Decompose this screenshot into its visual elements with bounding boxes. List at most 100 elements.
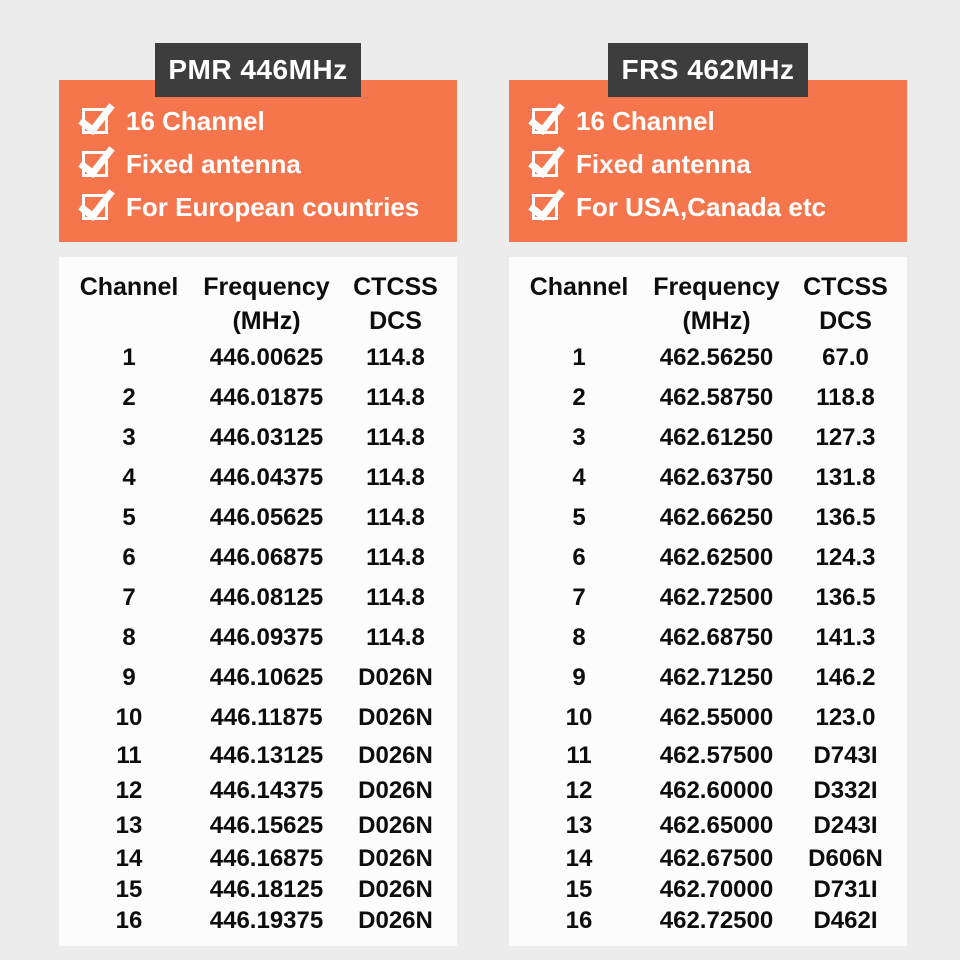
cell-channel: 11 bbox=[566, 741, 592, 769]
feature-label: Fixed antenna bbox=[126, 149, 301, 179]
cell-ctcss-dcs: 141.3 bbox=[815, 624, 876, 651]
table-row: 5 446.05625 114.8 bbox=[59, 498, 457, 538]
cell-channel: 6 bbox=[122, 544, 136, 571]
header-spacer bbox=[509, 304, 649, 338]
frs-badge-wrap: FRS 462MHz bbox=[509, 43, 907, 97]
cell-ctcss-dcs: 118.8 bbox=[816, 384, 875, 411]
table-row: 4 446.04375 114.8 bbox=[59, 458, 457, 498]
table-row: 13 462.65000 D243I bbox=[509, 808, 907, 843]
pmr-badge-wrap: PMR 446MHz bbox=[59, 43, 457, 97]
table-row: 6 446.06875 114.8 bbox=[59, 538, 457, 578]
table-row: 2 462.58750 118.8 bbox=[509, 378, 907, 418]
pmr-feature-list: 16 Channel Fixed antenna For European co… bbox=[59, 80, 457, 242]
table-row: 16 446.19375 D026N bbox=[59, 905, 457, 936]
table-row: 15 462.70000 D731I bbox=[509, 874, 907, 905]
cell-channel: 15 bbox=[565, 875, 593, 903]
checked-checkbox-icon bbox=[532, 108, 558, 134]
table-row: 11 462.57500 D743I bbox=[509, 738, 907, 773]
cell-channel: 12 bbox=[115, 776, 143, 804]
table-row: 4 462.63750 131.8 bbox=[509, 458, 907, 498]
cell-ctcss-dcs: 136.5 bbox=[815, 584, 876, 611]
cell-frequency: 462.67500 bbox=[659, 844, 774, 872]
table-row: 9 446.10625 D026N bbox=[59, 658, 457, 698]
feature-item: 16 Channel bbox=[532, 106, 893, 136]
table-row: 6 462.62500 124.3 bbox=[509, 538, 907, 578]
cell-ctcss-dcs: 127.3 bbox=[815, 424, 876, 451]
frs-feature-list: 16 Channel Fixed antenna For USA,Canada … bbox=[509, 80, 907, 242]
cell-channel: 13 bbox=[565, 811, 593, 839]
checked-checkbox-icon bbox=[532, 194, 558, 220]
cell-channel: 5 bbox=[122, 504, 136, 531]
cell-ctcss-dcs: D026N bbox=[358, 875, 433, 903]
cell-ctcss-dcs: D026N bbox=[358, 776, 433, 804]
cell-frequency: 446.09375 bbox=[209, 624, 324, 651]
table-row: 5 462.66250 136.5 bbox=[509, 498, 907, 538]
cell-frequency: 446.01875 bbox=[209, 384, 324, 411]
header-frequency-unit: (MHz) bbox=[682, 307, 751, 335]
cell-frequency: 462.58750 bbox=[659, 384, 774, 411]
cell-ctcss-dcs: 131.8 bbox=[815, 464, 876, 491]
checked-checkbox-icon bbox=[82, 194, 108, 220]
cell-ctcss-dcs: D332I bbox=[813, 776, 878, 804]
cell-channel: 14 bbox=[565, 844, 593, 872]
cell-ctcss-dcs: 146.2 bbox=[815, 664, 876, 691]
cell-ctcss-dcs: 114.8 bbox=[366, 344, 425, 371]
cell-channel: 8 bbox=[122, 624, 136, 651]
cell-frequency: 462.68750 bbox=[659, 624, 774, 651]
cell-channel: 14 bbox=[115, 844, 143, 872]
cell-frequency: 462.57500 bbox=[659, 741, 774, 769]
cell-ctcss-dcs: D243I bbox=[813, 811, 878, 839]
feature-label: 16 Channel bbox=[126, 106, 265, 136]
checked-checkbox-icon bbox=[82, 108, 108, 134]
cell-frequency: 446.11875 bbox=[210, 704, 323, 731]
cell-channel: 9 bbox=[122, 664, 136, 691]
checked-checkbox-icon bbox=[532, 151, 558, 177]
cell-frequency: 446.13125 bbox=[209, 741, 324, 769]
cell-ctcss-dcs: 114.8 bbox=[366, 464, 425, 491]
cell-ctcss-dcs: 114.8 bbox=[366, 624, 425, 651]
cell-frequency: 462.60000 bbox=[659, 776, 774, 804]
cell-channel: 9 bbox=[572, 664, 586, 691]
cell-channel: 7 bbox=[572, 584, 586, 611]
header-spacer bbox=[59, 304, 199, 338]
table-row: 1 446.00625 114.8 bbox=[59, 338, 457, 378]
cell-frequency: 462.66250 bbox=[659, 504, 774, 531]
cell-frequency: 446.05625 bbox=[209, 504, 324, 531]
cell-channel: 3 bbox=[122, 424, 136, 451]
cell-frequency: 462.56250 bbox=[659, 344, 774, 371]
header-channel: Channel bbox=[79, 273, 179, 301]
table-row: 3 446.03125 114.8 bbox=[59, 418, 457, 458]
cell-channel: 5 bbox=[572, 504, 586, 531]
table-row: 8 446.09375 114.8 bbox=[59, 618, 457, 658]
feature-item: For USA,Canada etc bbox=[532, 192, 893, 222]
table-row: 9 462.71250 146.2 bbox=[509, 658, 907, 698]
cell-channel: 15 bbox=[115, 875, 143, 903]
table-row: 7 462.72500 136.5 bbox=[509, 578, 907, 618]
cell-channel: 10 bbox=[565, 704, 593, 731]
cell-ctcss-dcs: 123.0 bbox=[815, 704, 876, 731]
header-frequency: Frequency bbox=[653, 273, 780, 301]
table-row: 7 446.08125 114.8 bbox=[59, 578, 457, 618]
feature-label: For European countries bbox=[126, 192, 420, 222]
feature-item: 16 Channel bbox=[82, 106, 443, 136]
feature-item: Fixed antenna bbox=[532, 149, 893, 179]
header-ctcss: CTCSS bbox=[353, 273, 438, 301]
cell-frequency: 446.03125 bbox=[209, 424, 324, 451]
cell-frequency: 462.65000 bbox=[659, 811, 774, 839]
cell-frequency: 446.04375 bbox=[209, 464, 324, 491]
table-row: 2 446.01875 114.8 bbox=[59, 378, 457, 418]
header-dcs: DCS bbox=[819, 307, 872, 335]
cell-frequency: 462.55000 bbox=[659, 704, 774, 731]
cell-ctcss-dcs: 114.8 bbox=[366, 424, 425, 451]
cell-channel: 11 bbox=[116, 741, 142, 769]
cell-channel: 7 bbox=[122, 584, 136, 611]
cell-ctcss-dcs: 114.8 bbox=[366, 584, 425, 611]
cell-ctcss-dcs: D462I bbox=[813, 906, 878, 934]
header-frequency: Frequency bbox=[203, 273, 330, 301]
feature-label: 16 Channel bbox=[576, 106, 715, 136]
feature-label: Fixed antenna bbox=[576, 149, 751, 179]
cell-ctcss-dcs: 114.8 bbox=[366, 504, 425, 531]
table-row: 12 446.14375 D026N bbox=[59, 773, 457, 808]
table-header-row-1: Channel Frequency CTCSS bbox=[59, 270, 457, 304]
table-row: 3 462.61250 127.3 bbox=[509, 418, 907, 458]
